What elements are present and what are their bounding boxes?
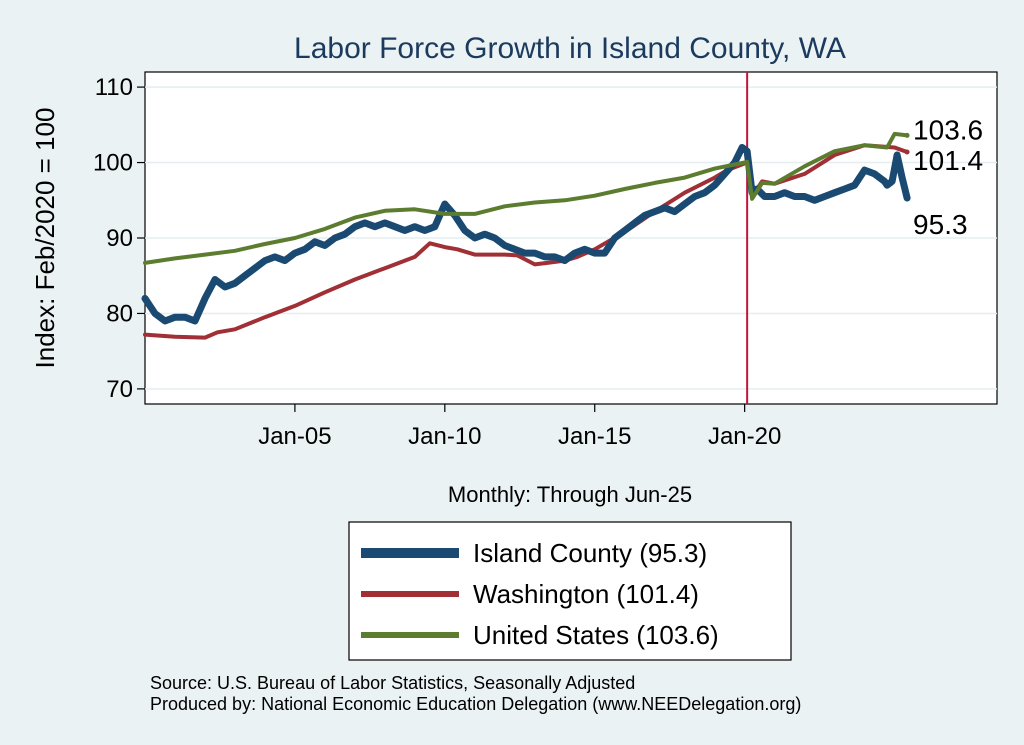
y-tick-label: 100 <box>93 150 133 177</box>
end-label-2: 103.6 <box>913 114 983 145</box>
x-tick-label: Jan-10 <box>408 423 481 450</box>
x-tick-label: Jan-15 <box>558 423 631 450</box>
series-line-2 <box>143 131 910 265</box>
series-end-point-1 <box>904 149 910 155</box>
series-line-0 <box>141 144 911 325</box>
y-tick-label: 70 <box>106 376 133 403</box>
legend-label-0: Island County (95.3) <box>473 538 707 568</box>
x-axis: Jan-05 Jan-10 Jan-15 Jan-20 <box>258 404 781 450</box>
legend-label-2: United States (103.6) <box>473 620 719 650</box>
y-tick-label: 90 <box>106 225 133 252</box>
chart-title: Labor Force Growth in Island County, WA <box>294 32 846 65</box>
x-axis-title: Monthly: Through Jun-25 <box>448 482 692 507</box>
end-label-0: 95.3 <box>913 209 968 240</box>
y-tick-label: 80 <box>106 300 133 327</box>
y-axis-title: Index: Feb/2020 = 100 <box>30 108 60 369</box>
x-tick-label: Jan-05 <box>258 423 331 450</box>
legend: Island County (95.3) Washington (101.4) Un… <box>361 538 719 650</box>
y-axis: 70 80 90 100 110 <box>93 74 145 403</box>
x-tick-label: Jan-20 <box>708 423 781 450</box>
legend-label-1: Washington (101.4) <box>473 579 699 609</box>
end-label-1: 101.4 <box>913 145 983 176</box>
y-tick-label: 110 <box>95 74 133 101</box>
produced-by-note: Produced by: National Economic Education… <box>150 694 801 714</box>
series-end-point-2 <box>904 132 910 138</box>
series-end-point-0 <box>904 195 910 201</box>
source-note: Source: U.S. Bureau of Labor Statistics,… <box>150 673 635 693</box>
series-lines <box>141 131 911 340</box>
